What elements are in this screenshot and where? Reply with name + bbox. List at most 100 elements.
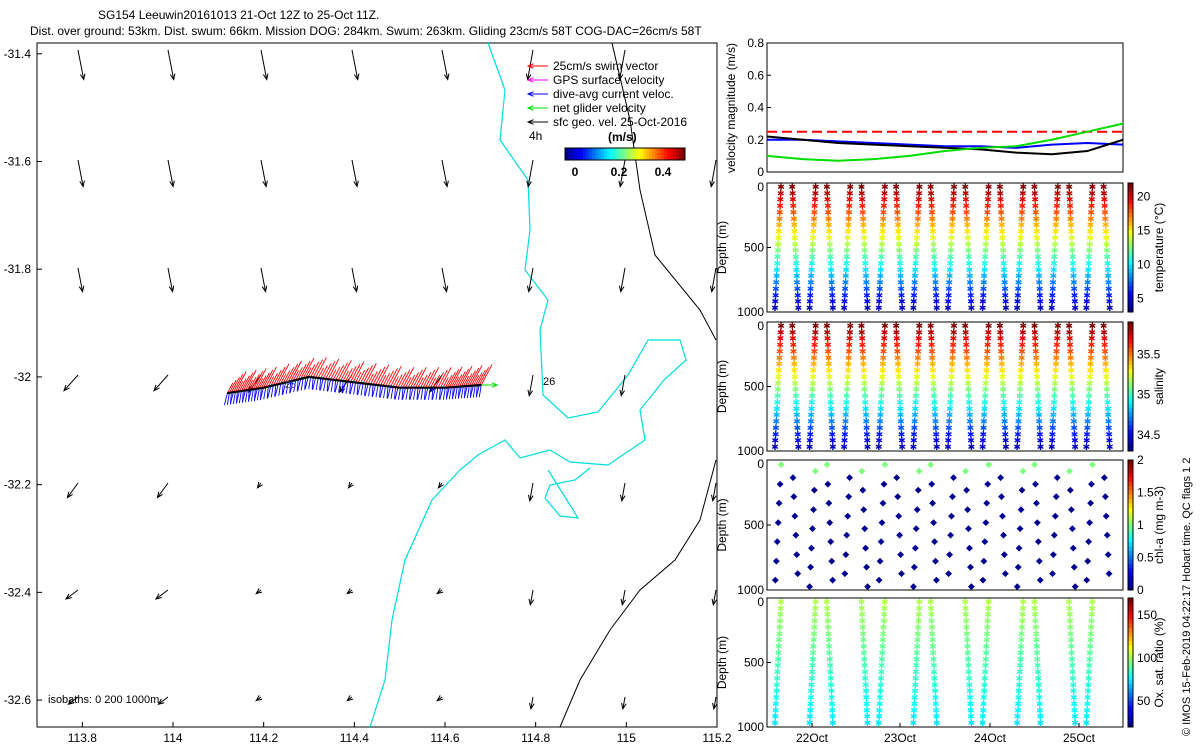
- salinity-point: ✱: [1015, 418, 1023, 428]
- oxygen-point: ✱: [772, 713, 780, 723]
- arrow-shaft: [441, 267, 448, 292]
- salinity-point: ✱: [776, 347, 784, 357]
- temperature-point: ✱: [841, 298, 849, 308]
- temperature-point: ✱: [1053, 196, 1061, 206]
- salinity-point: ✱: [997, 347, 1005, 357]
- colorbar-cell: [670, 148, 674, 160]
- salinity-point: ✱: [859, 341, 867, 351]
- salinity-point: ✱: [1052, 373, 1060, 383]
- salinity-point: ✱: [861, 392, 869, 402]
- salinity-point: ✱: [962, 341, 970, 351]
- current-vector: [379, 385, 384, 398]
- salinity-point: ✱: [1088, 341, 1096, 351]
- chla-point: ◆: [983, 499, 990, 509]
- temperature-point: ✱: [999, 240, 1007, 250]
- salinity-point: ✱: [846, 335, 854, 345]
- chla-colorbar-cell: [1128, 486, 1133, 491]
- coastline: [369, 42, 687, 728]
- temperature-point: ✱: [1068, 240, 1076, 250]
- temperature-point: ✱: [806, 291, 814, 301]
- arrow-shaft: [351, 159, 358, 187]
- arrow-head: [529, 702, 535, 711]
- salinity-point: ✱: [826, 373, 834, 383]
- salinity-point: ✱: [845, 347, 853, 357]
- chla-point: ◆: [913, 524, 920, 534]
- map-y-tick-label: -31.8: [4, 262, 32, 276]
- temperature-point: ✱: [881, 183, 889, 193]
- salinity-point: ✱: [880, 341, 888, 351]
- salinity-point: ✱: [875, 437, 883, 447]
- chla-point: ◆: [863, 563, 870, 573]
- salinity-point: ✱: [985, 328, 993, 338]
- temperature-point: ✱: [789, 196, 797, 206]
- oxygen-point: ✱: [1034, 662, 1042, 672]
- salinity-point: ✱: [772, 424, 780, 434]
- oxygen-point: ✱: [876, 700, 884, 710]
- temperature-point: ✱: [1067, 221, 1075, 231]
- swim-vector: [297, 363, 307, 380]
- salinity-point: ✱: [1031, 335, 1039, 345]
- salinity-point: ✱: [930, 392, 938, 402]
- salinity-point: ✱: [930, 386, 938, 396]
- swim-vector: [470, 365, 483, 386]
- salinity-colorbar-cell: [1128, 382, 1133, 387]
- temperature-point: ✱: [946, 259, 954, 269]
- salinity-point: ✱: [1069, 386, 1077, 396]
- chla-point: ◆: [910, 582, 917, 592]
- temperature-point: ✱: [773, 272, 781, 282]
- oxygen-point: ✱: [810, 636, 818, 646]
- salinity-point: ✱: [985, 322, 993, 332]
- salinity-point: ✱: [841, 424, 849, 434]
- oxygen-point: ✱: [910, 706, 918, 716]
- oxygen-point: ✱: [962, 617, 970, 627]
- swim-vector: [270, 373, 278, 387]
- salinity-point: ✱: [863, 437, 871, 447]
- salinity-point: ✱: [774, 392, 782, 402]
- temperature-point: ✱: [1066, 189, 1074, 199]
- salinity-colorbar-cell: [1128, 365, 1133, 370]
- salinity-point: ✱: [946, 405, 954, 415]
- temperature-colorbar-cell: [1128, 200, 1133, 205]
- temperature-point: ✱: [981, 266, 989, 276]
- temperature-point: ✱: [914, 208, 922, 218]
- arrow-head: [153, 384, 160, 392]
- temperature-point: ✱: [966, 266, 974, 276]
- oxygen-point: ✱: [1071, 719, 1079, 729]
- salinity-point: ✱: [776, 341, 784, 351]
- salinity-colorbar-cell: [1128, 352, 1133, 357]
- arrow-head: [526, 119, 534, 125]
- arrow-shaft: [157, 482, 169, 498]
- salinity-point: ✱: [945, 430, 953, 440]
- temperature-point: ✱: [1051, 247, 1059, 257]
- oxygen-point: ✱: [928, 623, 936, 633]
- salinity-point: ✱: [1014, 437, 1022, 447]
- salinity-point: ✱: [944, 443, 952, 453]
- oxygen-point: ✱: [1089, 598, 1097, 608]
- current-vector: [356, 382, 359, 395]
- salinity-colorbar-cell: [1128, 433, 1133, 439]
- temperature-point: ✱: [1104, 266, 1112, 276]
- chla-point: ◆: [1084, 556, 1091, 566]
- salinity-point: ✱: [896, 392, 904, 402]
- swim-vector: [472, 375, 480, 386]
- colorbar-cell: [682, 148, 686, 160]
- chla-colorbar-cell: [1128, 546, 1133, 552]
- chla-point: ◆: [1051, 531, 1058, 541]
- temperature-point: ✱: [773, 279, 781, 289]
- current-vector: [229, 392, 234, 405]
- temperature-point: ✱: [985, 183, 993, 193]
- salinity-point: ✱: [929, 354, 937, 364]
- current-vector: [326, 379, 329, 392]
- chla-point: ◆: [962, 466, 969, 476]
- oxygen-point: ✱: [809, 662, 817, 672]
- oxygen-point: ✱: [808, 674, 816, 684]
- temperature-point: ✱: [878, 247, 886, 257]
- arrow-shaft: [712, 482, 717, 501]
- salinity-point: ✱: [894, 347, 902, 357]
- temperature-point: ✱: [1016, 259, 1024, 269]
- salinity-point: ✱: [843, 386, 851, 396]
- salinity-point: ✱: [1088, 335, 1096, 345]
- salinity-point: ✱: [777, 322, 785, 332]
- salinity-point: ✱: [1031, 328, 1039, 338]
- geo-velocity-arrow: [66, 482, 79, 499]
